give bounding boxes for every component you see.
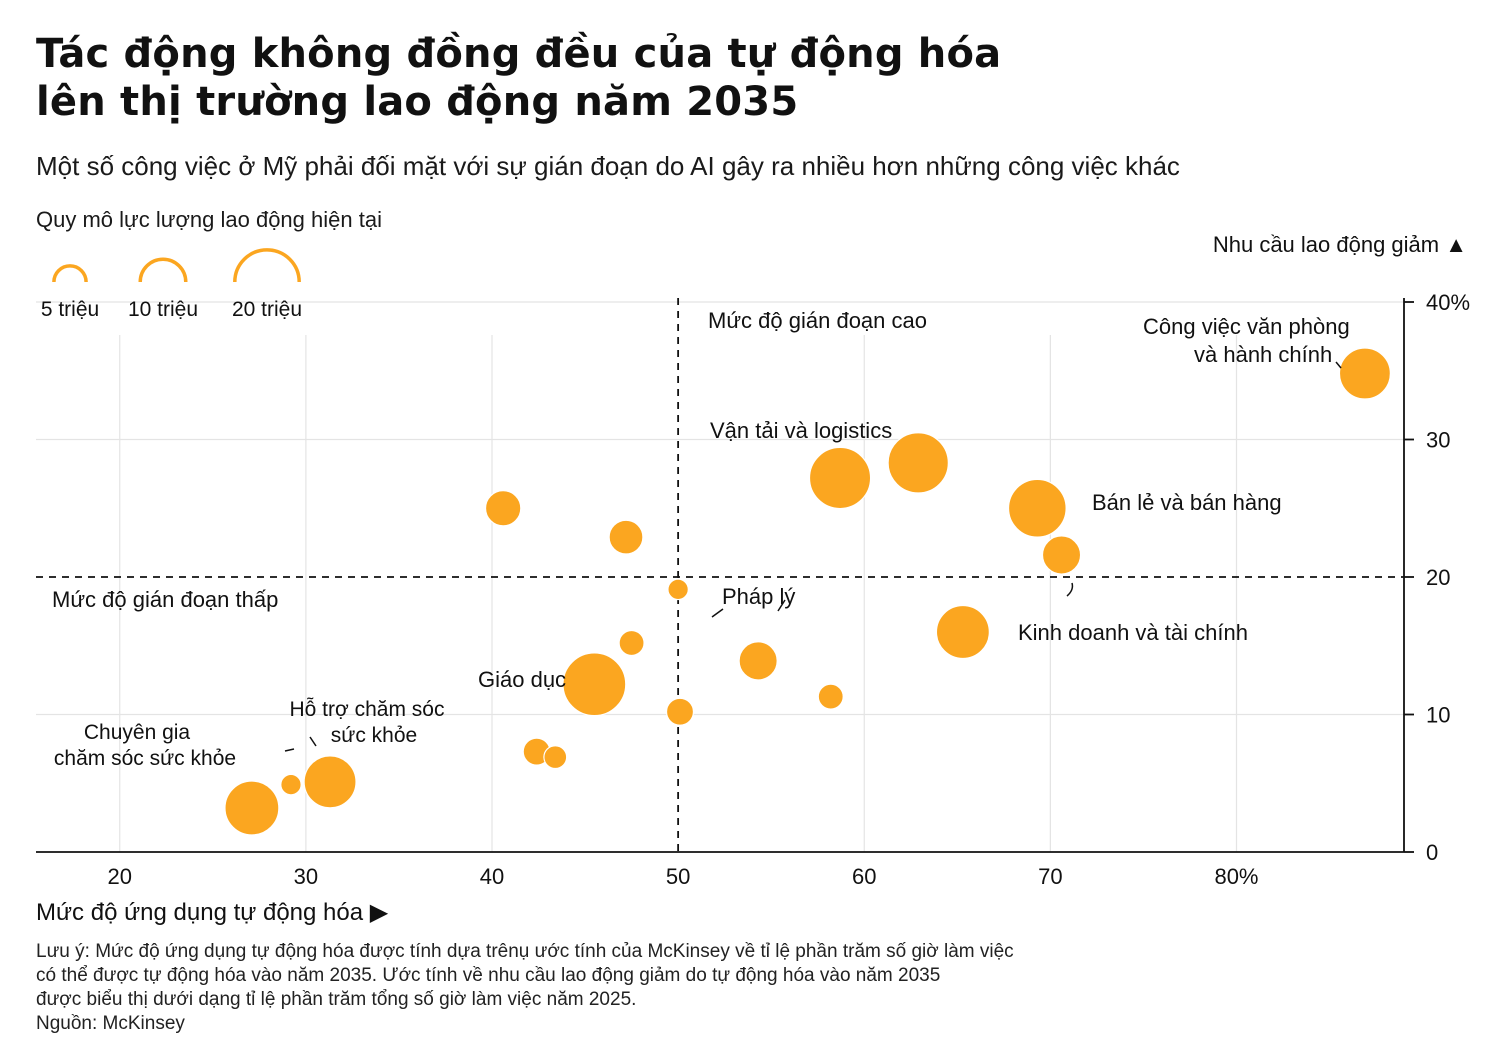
annotation-office-line-2: và hành chính: [1194, 342, 1332, 367]
legal-leader-right: [777, 599, 786, 612]
bubble: [303, 755, 357, 809]
x-tick-label: 40: [480, 864, 504, 889]
legend-label: 20 triệu: [232, 298, 302, 321]
bubble: [224, 780, 280, 836]
retail-leader: [1066, 582, 1074, 597]
annotation-leaders: [284, 361, 1342, 752]
x-tick-label: 20: [108, 864, 132, 889]
x-tick-label: 60: [852, 864, 876, 889]
bubble: [608, 519, 644, 555]
x-tick-label: 50: [666, 864, 690, 889]
annotation-hc-support-line-2: sức khỏe: [331, 724, 417, 747]
annotation-finance: Kinh doanh và tài chính: [1018, 620, 1248, 645]
bubble: [887, 432, 949, 494]
annotation-retail: Bán lẻ và bán hàng: [1092, 490, 1282, 515]
bubbles: [224, 347, 1391, 836]
bubble: [817, 683, 844, 710]
y-tick-label: 10: [1426, 703, 1450, 728]
chart-title: Tác động không đồng đều của tự động hóa …: [36, 30, 1001, 126]
footnote-line-2: có thể được tự động hóa vào năm 2035. Ướ…: [36, 965, 941, 986]
gridlines: [36, 301, 1404, 852]
legend-title: Quy mô lực lượng lao động hiện tại: [36, 207, 382, 232]
bubble: [1007, 478, 1067, 538]
bubble: [935, 604, 990, 660]
x-tick-label: 30: [294, 864, 318, 889]
bubble: [667, 578, 689, 601]
x-tick-label: 70: [1038, 864, 1062, 889]
legend-arc: [233, 248, 301, 283]
legend-label: 5 triệu: [41, 298, 99, 321]
x-axis-label: Mức độ ứng dụng tự động hóa ▶: [36, 899, 389, 926]
bubble: [484, 490, 522, 527]
axes: 20 30 40 50 60 70 80% 0 10 20 30 40%: [36, 290, 1470, 889]
bubble: [543, 745, 568, 770]
legend-arc: [52, 264, 88, 283]
y-reference-label: Mức độ gián đoạn thấp: [52, 587, 278, 612]
bubble: [618, 629, 645, 657]
annotation-transport: Vận tải và logistics: [710, 418, 892, 443]
hc-support-leader-right: [309, 736, 317, 747]
annotation-hc-support-line-1: Hỗ trợ chăm sóc: [290, 698, 445, 721]
bubble: [738, 641, 778, 681]
y-tick-label: 40%: [1426, 290, 1470, 315]
footnote-source: Nguồn: McKinsey: [36, 1013, 185, 1034]
y-axis-label: Nhu cầu lao động giảm ▲: [1213, 232, 1467, 257]
x-reference-label: Mức độ gián đoạn cao: [708, 308, 927, 333]
chart-subtitle: Một số công việc ở Mỹ phải đối mặt với s…: [36, 151, 1180, 181]
size-legend: 5 triệu 10 triệu 20 triệu: [41, 248, 302, 321]
legal-leader-left: [711, 608, 724, 618]
annotation-hc-prof-line-2: chăm sóc sức khỏe: [54, 747, 236, 770]
bubble: [1041, 535, 1082, 575]
bubble: [665, 697, 695, 726]
footnote: Lưu ý: Mức độ ứng dụng tự động hóa được …: [36, 940, 1014, 1036]
title-line-2: lên thị trường lao động năm 2035: [36, 79, 799, 125]
title-line-1: Tác động không đồng đều của tự động hóa: [36, 31, 1002, 77]
footnote-line-1: Lưu ý: Mức độ ứng dụng tự động hóa được …: [36, 941, 1014, 962]
annotation-hc-prof-line-1: Chuyên gia: [84, 721, 191, 744]
reference-lines: [36, 298, 1404, 852]
legend-label: 10 triệu: [128, 298, 198, 321]
x-tick-label: 80%: [1214, 864, 1258, 889]
bubble: [562, 652, 627, 717]
y-tick-label: 30: [1426, 428, 1450, 453]
y-tick-label: 20: [1426, 565, 1450, 590]
y-tick-label: 0: [1426, 840, 1438, 865]
annotation-office-line-1: Công việc văn phòng: [1143, 314, 1350, 339]
annotation-legal: Pháp lý: [722, 584, 795, 609]
office-leader: [1335, 361, 1342, 369]
footnote-line-3: được biểu thị dưới dạng tỉ lệ phần trăm …: [36, 989, 637, 1010]
bubble: [280, 773, 302, 796]
hc-support-leader-left: [284, 748, 295, 752]
bubble: [1338, 347, 1391, 400]
annotation-education: Giáo dục: [478, 667, 566, 692]
bubble: [808, 446, 872, 510]
legend-arc: [138, 257, 188, 283]
